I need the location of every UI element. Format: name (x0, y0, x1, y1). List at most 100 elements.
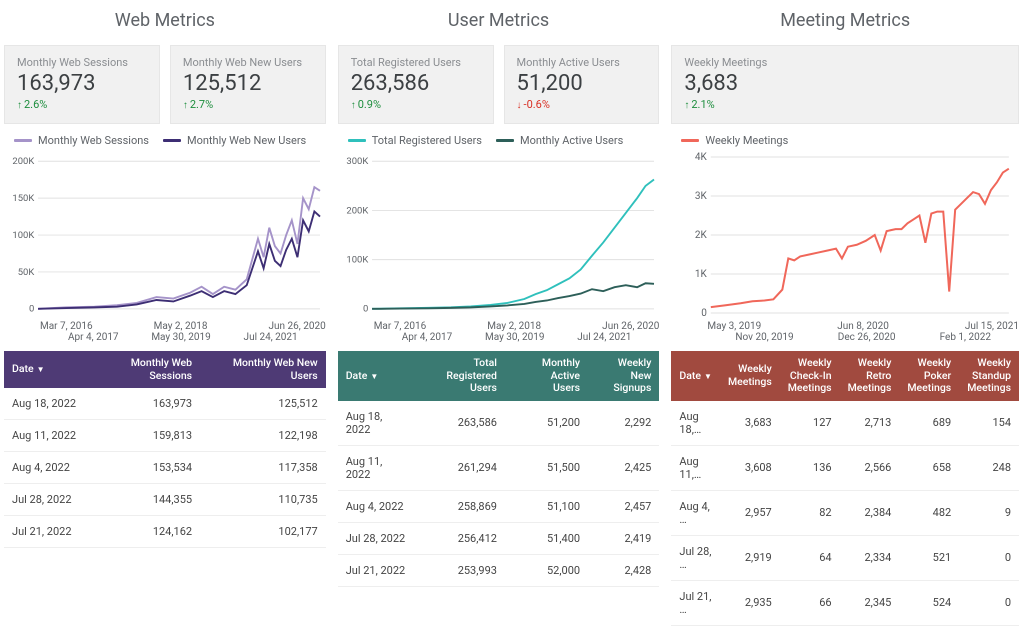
table-header[interactable]: Monthly WebSessions (104, 351, 200, 388)
web-chart-svg[interactable]: 050K100K150K200K (4, 151, 326, 321)
web-table[interactable]: Date▼Monthly WebSessionsMonthly Web NewU… (4, 351, 326, 548)
table-cell: 689 (899, 401, 959, 446)
svg-text:1K: 1K (695, 269, 708, 280)
table-cell: 64 (780, 535, 840, 580)
table-cell: 3,608 (720, 445, 780, 490)
table-cell: 125,512 (200, 388, 326, 420)
table-row[interactable]: Jul 21, …2,935662,3455240 (671, 580, 1019, 625)
table-cell: 2,957 (720, 490, 780, 535)
table-row[interactable]: Aug 18, 2022263,58651,2002,292 (338, 401, 660, 446)
table-cell: Jul 21, … (671, 580, 720, 625)
arrow-up-icon: ↑ (183, 100, 188, 111)
table-header[interactable]: Total RegisteredUsers (415, 351, 505, 401)
table-header[interactable]: Weekly PokerMeetings (899, 351, 959, 401)
table-cell: 9 (959, 490, 1019, 535)
table-header[interactable]: Weekly NewSignups (588, 351, 659, 401)
table-row[interactable]: Jul 21, 2022253,99352,0002,428 (338, 554, 660, 586)
legend-item[interactable]: Weekly Meetings (681, 134, 788, 147)
kpi-delta: ↑2.7% (183, 98, 313, 111)
user-kpi-row: Total Registered Users 263,586 ↑0.9% Mon… (338, 45, 660, 124)
legend-item[interactable]: Monthly Active Users (496, 134, 623, 147)
web-metrics-column: Web Metrics Monthly Web Sessions 163,973… (4, 10, 326, 626)
table-row[interactable]: Jul 28, 2022144,355110,735 (4, 484, 326, 516)
svg-text:100K: 100K (346, 254, 368, 265)
table-cell: 2,566 (840, 445, 900, 490)
meeting-table[interactable]: Date▼WeeklyMeetingsWeekly Check-InMeetin… (671, 351, 1019, 626)
table-header[interactable]: Monthly ActiveUsers (505, 351, 588, 401)
table-cell: 2,334 (840, 535, 900, 580)
table-row[interactable]: Aug 18, 2022163,973125,512 (4, 388, 326, 420)
kpi-monthly-active-users[interactable]: Monthly Active Users 51,200 ↓-0.6% (504, 45, 660, 124)
kpi-monthly-web-sessions[interactable]: Monthly Web Sessions 163,973 ↑2.6% (4, 45, 160, 124)
table-row[interactable]: Aug 4, 2022153,534117,358 (4, 452, 326, 484)
table-cell: 248 (959, 445, 1019, 490)
legend-swatch (14, 139, 32, 142)
svg-text:200K: 200K (12, 156, 34, 167)
table-row[interactable]: Jul 28, 2022256,41251,4002,419 (338, 522, 660, 554)
table-cell: 658 (899, 445, 959, 490)
table-cell: 2,384 (840, 490, 900, 535)
table-row[interactable]: Jul 28, …2,919642,3345210 (671, 535, 1019, 580)
table-row[interactable]: Jul 21, 2022124,162102,177 (4, 516, 326, 548)
table-cell: 159,813 (104, 420, 200, 452)
meeting-chart-svg[interactable]: 01K2K3K4K (671, 151, 1019, 321)
legend-swatch (496, 139, 514, 142)
kpi-monthly-web-new-users[interactable]: Monthly Web New Users 125,512 ↑2.7% (170, 45, 326, 124)
table-cell: Aug 18,… (671, 401, 720, 446)
table-cell: 153,534 (104, 452, 200, 484)
user-chart: Total Registered Users Monthly Active Us… (338, 134, 660, 343)
svg-text:0: 0 (363, 304, 368, 315)
user-table[interactable]: Date▼Total RegisteredUsersMonthly Active… (338, 351, 660, 587)
table-cell: Jul 21, 2022 (338, 554, 415, 586)
meeting-chart-xaxis: May 3, 2019 Jun 8, 2020 Jul 15, 2021 Nov… (671, 321, 1019, 343)
table-row[interactable]: Aug 4, …2,957822,3844829 (671, 490, 1019, 535)
table-cell: Jul 28, 2022 (338, 522, 415, 554)
sort-desc-icon: ▼ (704, 372, 712, 381)
table-cell: 52,000 (505, 554, 588, 586)
table-header[interactable]: Weekly Check-InMeetings (780, 351, 840, 401)
web-chart-xaxis: Mar 7, 2016 May 2, 2018 Jun 26, 2020 Apr… (4, 321, 326, 343)
table-cell: 253,993 (415, 554, 505, 586)
user-metrics-column: User Metrics Total Registered Users 263,… (338, 10, 660, 626)
table-cell: 122,198 (200, 420, 326, 452)
arrow-up-icon: ↑ (351, 100, 356, 111)
kpi-weekly-meetings[interactable]: Weekly Meetings 3,683 ↑2.1% (671, 45, 1019, 124)
table-header[interactable]: Date▼ (338, 351, 415, 401)
table-header[interactable]: Date▼ (671, 351, 720, 401)
user-chart-svg[interactable]: 0100K200K300K (338, 151, 660, 321)
table-cell: 127 (780, 401, 840, 446)
meeting-chart-legend: Weekly Meetings (671, 134, 1019, 147)
sort-desc-icon: ▼ (370, 372, 378, 381)
table-row[interactable]: Aug 11, 2022159,813122,198 (4, 420, 326, 452)
table-header[interactable]: Weekly RetroMeetings (840, 351, 900, 401)
kpi-total-registered-users[interactable]: Total Registered Users 263,586 ↑0.9% (338, 45, 494, 124)
kpi-delta: ↑0.9% (351, 98, 481, 111)
legend-item[interactable]: Total Registered Users (348, 134, 482, 147)
table-cell: 2,425 (588, 445, 659, 490)
table-cell: 51,400 (505, 522, 588, 554)
meeting-chart: Weekly Meetings 01K2K3K4K May 3, 2019 Ju… (671, 134, 1019, 343)
table-row[interactable]: Aug 18,…3,6831272,713689154 (671, 401, 1019, 446)
table-row[interactable]: Aug 11,…3,6081362,566658248 (671, 445, 1019, 490)
kpi-label: Total Registered Users (351, 56, 481, 69)
table-cell: 263,586 (415, 401, 505, 446)
table-cell: 2,428 (588, 554, 659, 586)
meeting-kpi-row: Weekly Meetings 3,683 ↑2.1% (671, 45, 1019, 124)
table-header[interactable]: WeeklyMeetings (720, 351, 780, 401)
table-header[interactable]: Weekly StandupMeetings (959, 351, 1019, 401)
legend-item[interactable]: Monthly Web Sessions (14, 134, 149, 147)
meeting-metrics-column: Meeting Metrics Weekly Meetings 3,683 ↑2… (671, 10, 1019, 626)
kpi-delta: ↑2.1% (684, 98, 1006, 111)
web-kpi-row: Monthly Web Sessions 163,973 ↑2.6% Month… (4, 45, 326, 124)
table-cell: 2,457 (588, 490, 659, 522)
table-header[interactable]: Date▼ (4, 351, 104, 388)
table-row[interactable]: Aug 4, 2022258,86951,1002,457 (338, 490, 660, 522)
table-cell: 2,419 (588, 522, 659, 554)
table-cell: 3,683 (720, 401, 780, 446)
legend-item[interactable]: Monthly Web New Users (163, 134, 306, 147)
table-header[interactable]: Monthly Web NewUsers (200, 351, 326, 388)
table-cell: 102,177 (200, 516, 326, 548)
svg-text:200K: 200K (346, 205, 368, 216)
table-row[interactable]: Aug 11, 2022261,29451,5002,425 (338, 445, 660, 490)
table-cell: 2,919 (720, 535, 780, 580)
